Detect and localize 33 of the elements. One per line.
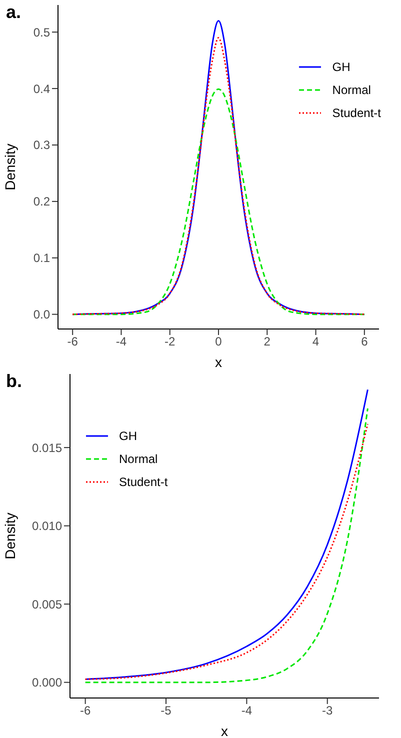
y-tick-label: 0.015 [32,440,62,455]
x-tick-label: 6 [361,334,368,349]
y-tick-label: 0.010 [32,519,62,534]
y-tick-label: 0.3 [33,138,50,152]
x-axis-title: x [215,354,222,370]
chart-title: a. [6,2,22,23]
y-tick-label: 0.4 [33,82,50,96]
chart-title: b. [6,371,22,392]
legend-label: Normal [332,82,371,96]
y-tick-label: 0.000 [32,676,62,690]
y-axis-title: Density [2,512,18,560]
x-tick-label: 2 [264,334,271,349]
x-axis-title: x [221,723,228,738]
y-tick-label: 0.2 [33,194,50,209]
legend-label: GH [332,60,350,74]
x-tick-label: -3 [322,704,334,718]
y-tick-label: 0.0 [33,308,50,322]
y-axis-title: Density [2,144,18,190]
legend-label: Student-t [332,106,381,120]
x-tick-label: -4 [116,334,127,349]
legend-label: Normal [119,452,158,466]
x-tick-label: 0 [215,334,222,349]
x-tick-label: -2 [164,334,176,349]
legend-label: Student-t [119,474,168,488]
y-tick-label: 0.1 [33,251,50,266]
y-tick-label: 0.005 [32,597,62,612]
x-tick-label: 4 [312,334,320,349]
x-tick-label: -4 [241,704,252,718]
x-tick-label: -6 [80,704,91,718]
x-tick-label: -5 [160,704,172,718]
x-tick-label: -6 [67,334,78,349]
legend-label: GH [119,428,137,442]
y-tick-label: 0.5 [33,25,50,40]
